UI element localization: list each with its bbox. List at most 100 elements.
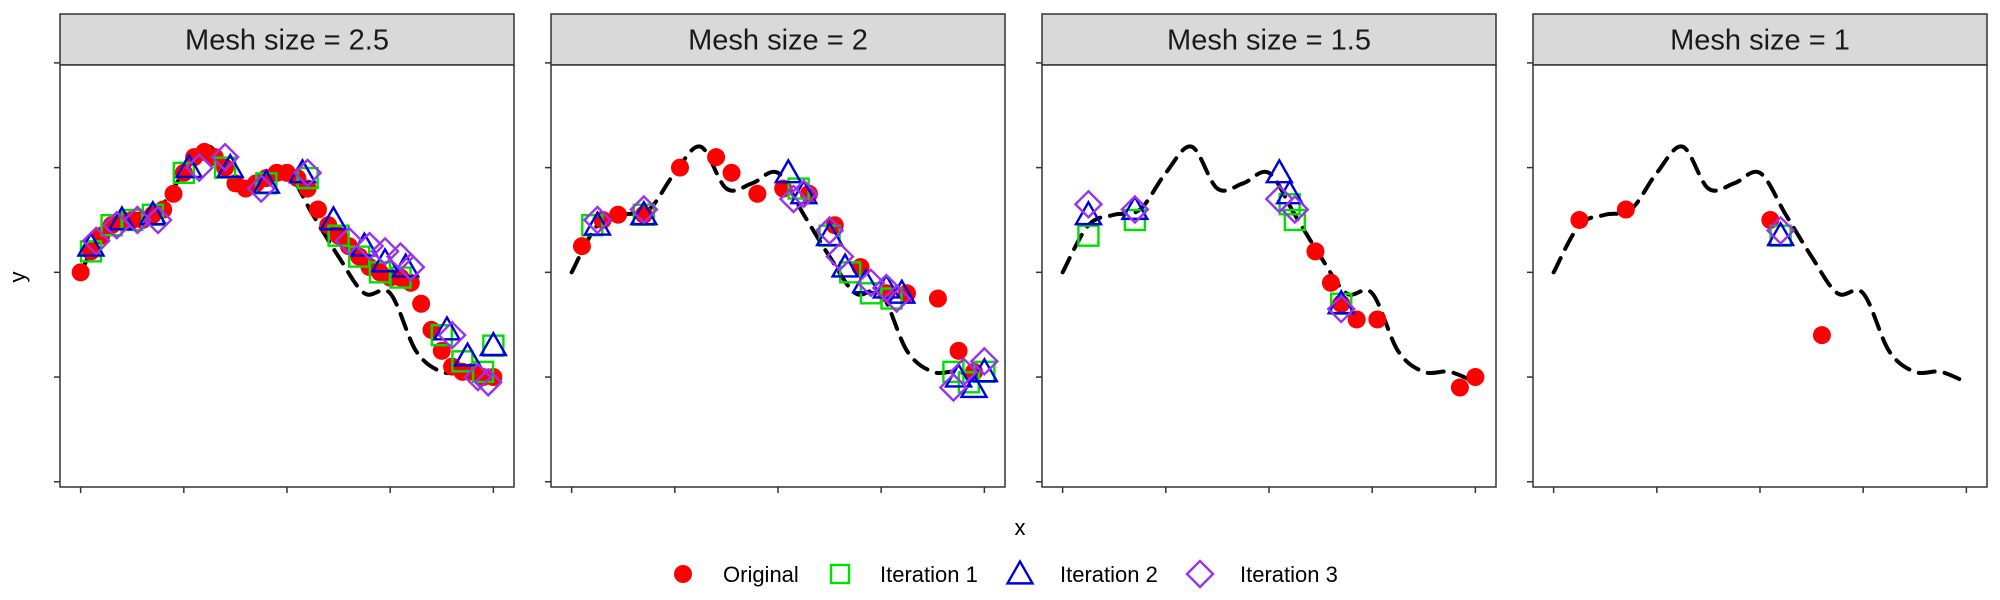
iteration3-point <box>463 362 493 392</box>
iteration3-point <box>184 152 214 183</box>
iteration3-series <box>81 142 503 397</box>
original-point <box>1570 210 1589 229</box>
true-curve-line <box>1551 144 1969 385</box>
iteration2-point <box>773 157 803 184</box>
true-curve-line <box>1060 144 1478 385</box>
iteration3-point <box>825 241 855 272</box>
iteration3-point <box>292 158 323 188</box>
facet-panel: Mesh size = 1 <box>1527 13 1988 493</box>
iteration3-series <box>1765 215 1796 246</box>
original-point <box>1450 378 1469 397</box>
legend-key-square <box>829 563 851 585</box>
iteration3-series <box>582 179 1000 403</box>
original-point <box>412 294 431 313</box>
facet-title: Mesh size = 2.5 <box>185 25 389 57</box>
iteration2-point <box>453 341 483 367</box>
plot-area <box>550 64 1006 488</box>
facet-panel: Mesh size = 1.5 <box>1036 13 1497 493</box>
iteration3-series <box>1073 184 1356 324</box>
iteration2-point <box>107 205 137 231</box>
iteration3-point <box>210 142 240 172</box>
legend-key-circle <box>674 565 692 583</box>
original-point <box>722 163 741 182</box>
iteration3-point <box>969 346 1000 377</box>
plot-area <box>59 64 515 488</box>
iteration2-point <box>432 315 462 341</box>
original-point <box>748 184 767 203</box>
original-point <box>670 158 689 177</box>
facet-strip <box>59 13 515 66</box>
x-axis-title: x <box>1015 515 1026 540</box>
original-point <box>1347 310 1366 329</box>
iteration3-point <box>789 179 819 209</box>
legend-item: Original <box>674 562 799 587</box>
iteration2-point <box>478 330 508 357</box>
iteration3-point <box>370 236 400 267</box>
legend-label: Iteration 3 <box>1240 562 1338 587</box>
iteration3-point <box>473 367 503 397</box>
original-point <box>71 263 90 282</box>
legend-label: Original <box>723 562 799 587</box>
original-point <box>1466 368 1485 387</box>
iteration3-point <box>143 205 173 235</box>
original-point <box>949 341 968 360</box>
iteration1-point <box>327 224 350 247</box>
iteration1-series <box>581 177 996 394</box>
legend-key-triangle <box>1005 559 1035 585</box>
iteration3-point <box>1073 189 1104 219</box>
legend-item: Iteration 2 <box>1005 559 1158 587</box>
legend-label: Iteration 2 <box>1060 562 1158 587</box>
iteration3-point <box>1264 184 1295 214</box>
facet-panel: Mesh size = 2 <box>545 13 1006 493</box>
plot-area <box>1041 64 1497 488</box>
iteration3-point <box>778 184 809 214</box>
iteration1-point <box>1283 208 1306 232</box>
facet-title: Mesh size = 2 <box>688 25 868 57</box>
iteration3-point <box>437 320 467 350</box>
iteration2-point <box>1264 157 1294 184</box>
original-point <box>1368 310 1387 329</box>
iteration2-point <box>959 372 989 399</box>
iteration3-point <box>1120 194 1150 225</box>
iteration2-point <box>251 168 281 194</box>
iteration3-point <box>629 194 659 225</box>
iteration3-point <box>814 215 845 246</box>
facet-title: Mesh size = 1.5 <box>1167 25 1371 57</box>
iteration3-point <box>246 173 276 204</box>
iteration2-point <box>830 252 860 278</box>
legend-key-diamond <box>1185 559 1215 589</box>
original-point <box>432 341 451 360</box>
iteration1-point <box>1077 224 1100 247</box>
iteration2-point <box>318 205 348 231</box>
legend-label: Iteration 1 <box>880 562 978 587</box>
iteration3-point <box>881 283 912 314</box>
original-point <box>1812 326 1831 345</box>
iteration3-point <box>582 205 613 235</box>
iteration2-point <box>1073 199 1103 226</box>
facet-panel: Mesh size = 2.5 <box>54 13 515 493</box>
original-point <box>164 184 183 203</box>
iteration3-point <box>1280 194 1310 225</box>
iteration2-point <box>174 152 204 179</box>
original-point <box>308 200 327 219</box>
iteration2-point <box>76 231 106 257</box>
iteration2-point <box>138 199 168 226</box>
plot-area <box>1532 64 1988 488</box>
original-point <box>1616 200 1635 219</box>
iteration3-point <box>1765 215 1796 246</box>
legend-item: Iteration 3 <box>1185 559 1338 589</box>
original-point <box>609 205 628 224</box>
facet-strip <box>1041 13 1497 66</box>
y-axis-title: y <box>5 272 30 283</box>
original-point <box>707 148 726 167</box>
iteration2-point <box>969 356 999 383</box>
iteration3-point <box>396 252 426 282</box>
facet-strip <box>550 13 1006 66</box>
iteration3-point <box>1326 294 1356 324</box>
iteration3-point <box>856 268 886 298</box>
iteration3-point <box>122 205 153 235</box>
iteration3-point <box>949 357 979 387</box>
facet-strip <box>1532 13 1988 66</box>
original-point <box>1321 273 1340 292</box>
